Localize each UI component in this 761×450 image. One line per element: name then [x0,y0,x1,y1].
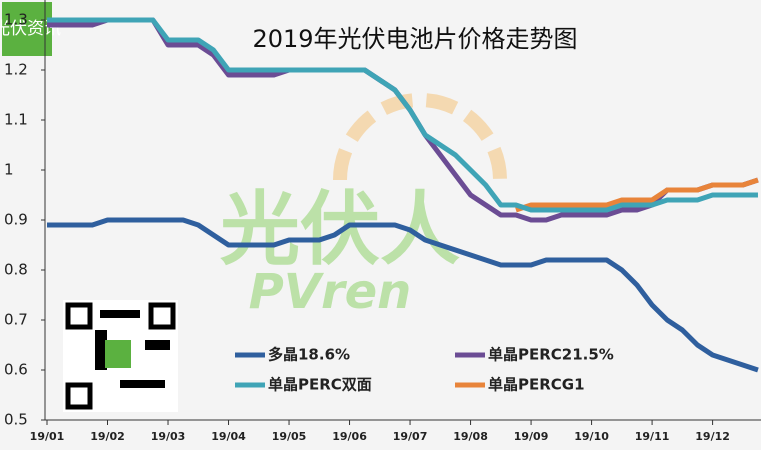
y-tick-label: 1.1 [4,111,28,129]
legend-label: 多晶18.6% [268,346,350,364]
y-tick-label: 1 [4,161,14,179]
qr-code [63,300,178,412]
y-tick-label: 1.3 [4,11,28,29]
y-tick-label: 0.9 [4,211,28,229]
x-tick-label: 19/06 [332,430,367,443]
line-series [47,17,758,213]
logo: 光伏资讯 [0,19,61,39]
line-series [515,177,759,213]
y-tick-label: 0.6 [4,361,28,379]
x-tick-label: 19/01 [30,430,65,443]
legend-label: 单晶PERCG1 [488,376,585,394]
x-tick-label: 19/07 [393,430,428,443]
x-tick-label: 19/12 [695,430,730,443]
y-tick-label: 0.5 [4,411,28,429]
logo-box [2,2,52,56]
x-tick-label: 19/02 [90,430,125,443]
y-tick-label: 1.2 [4,61,28,79]
x-tick-label: 19/08 [453,430,488,443]
legend-label: 单晶PERC双面 [268,376,372,394]
legend-label: 单晶PERC21.5% [488,346,614,364]
x-tick-label: 19/04 [211,430,246,443]
y-tick-label: 0.7 [4,311,28,329]
chart-title: 2019年光伏电池片价格走势图 [252,25,577,53]
x-tick-label: 19/09 [514,430,549,443]
x-tick-label: 19/11 [635,430,670,443]
watermark-sub: PVren [249,264,412,320]
x-tick-label: 19/03 [151,430,186,443]
x-tick-label: 19/10 [574,430,609,443]
y-tick-label: 0.8 [4,261,28,279]
x-tick-label: 19/05 [272,430,307,443]
line-series [47,217,759,373]
